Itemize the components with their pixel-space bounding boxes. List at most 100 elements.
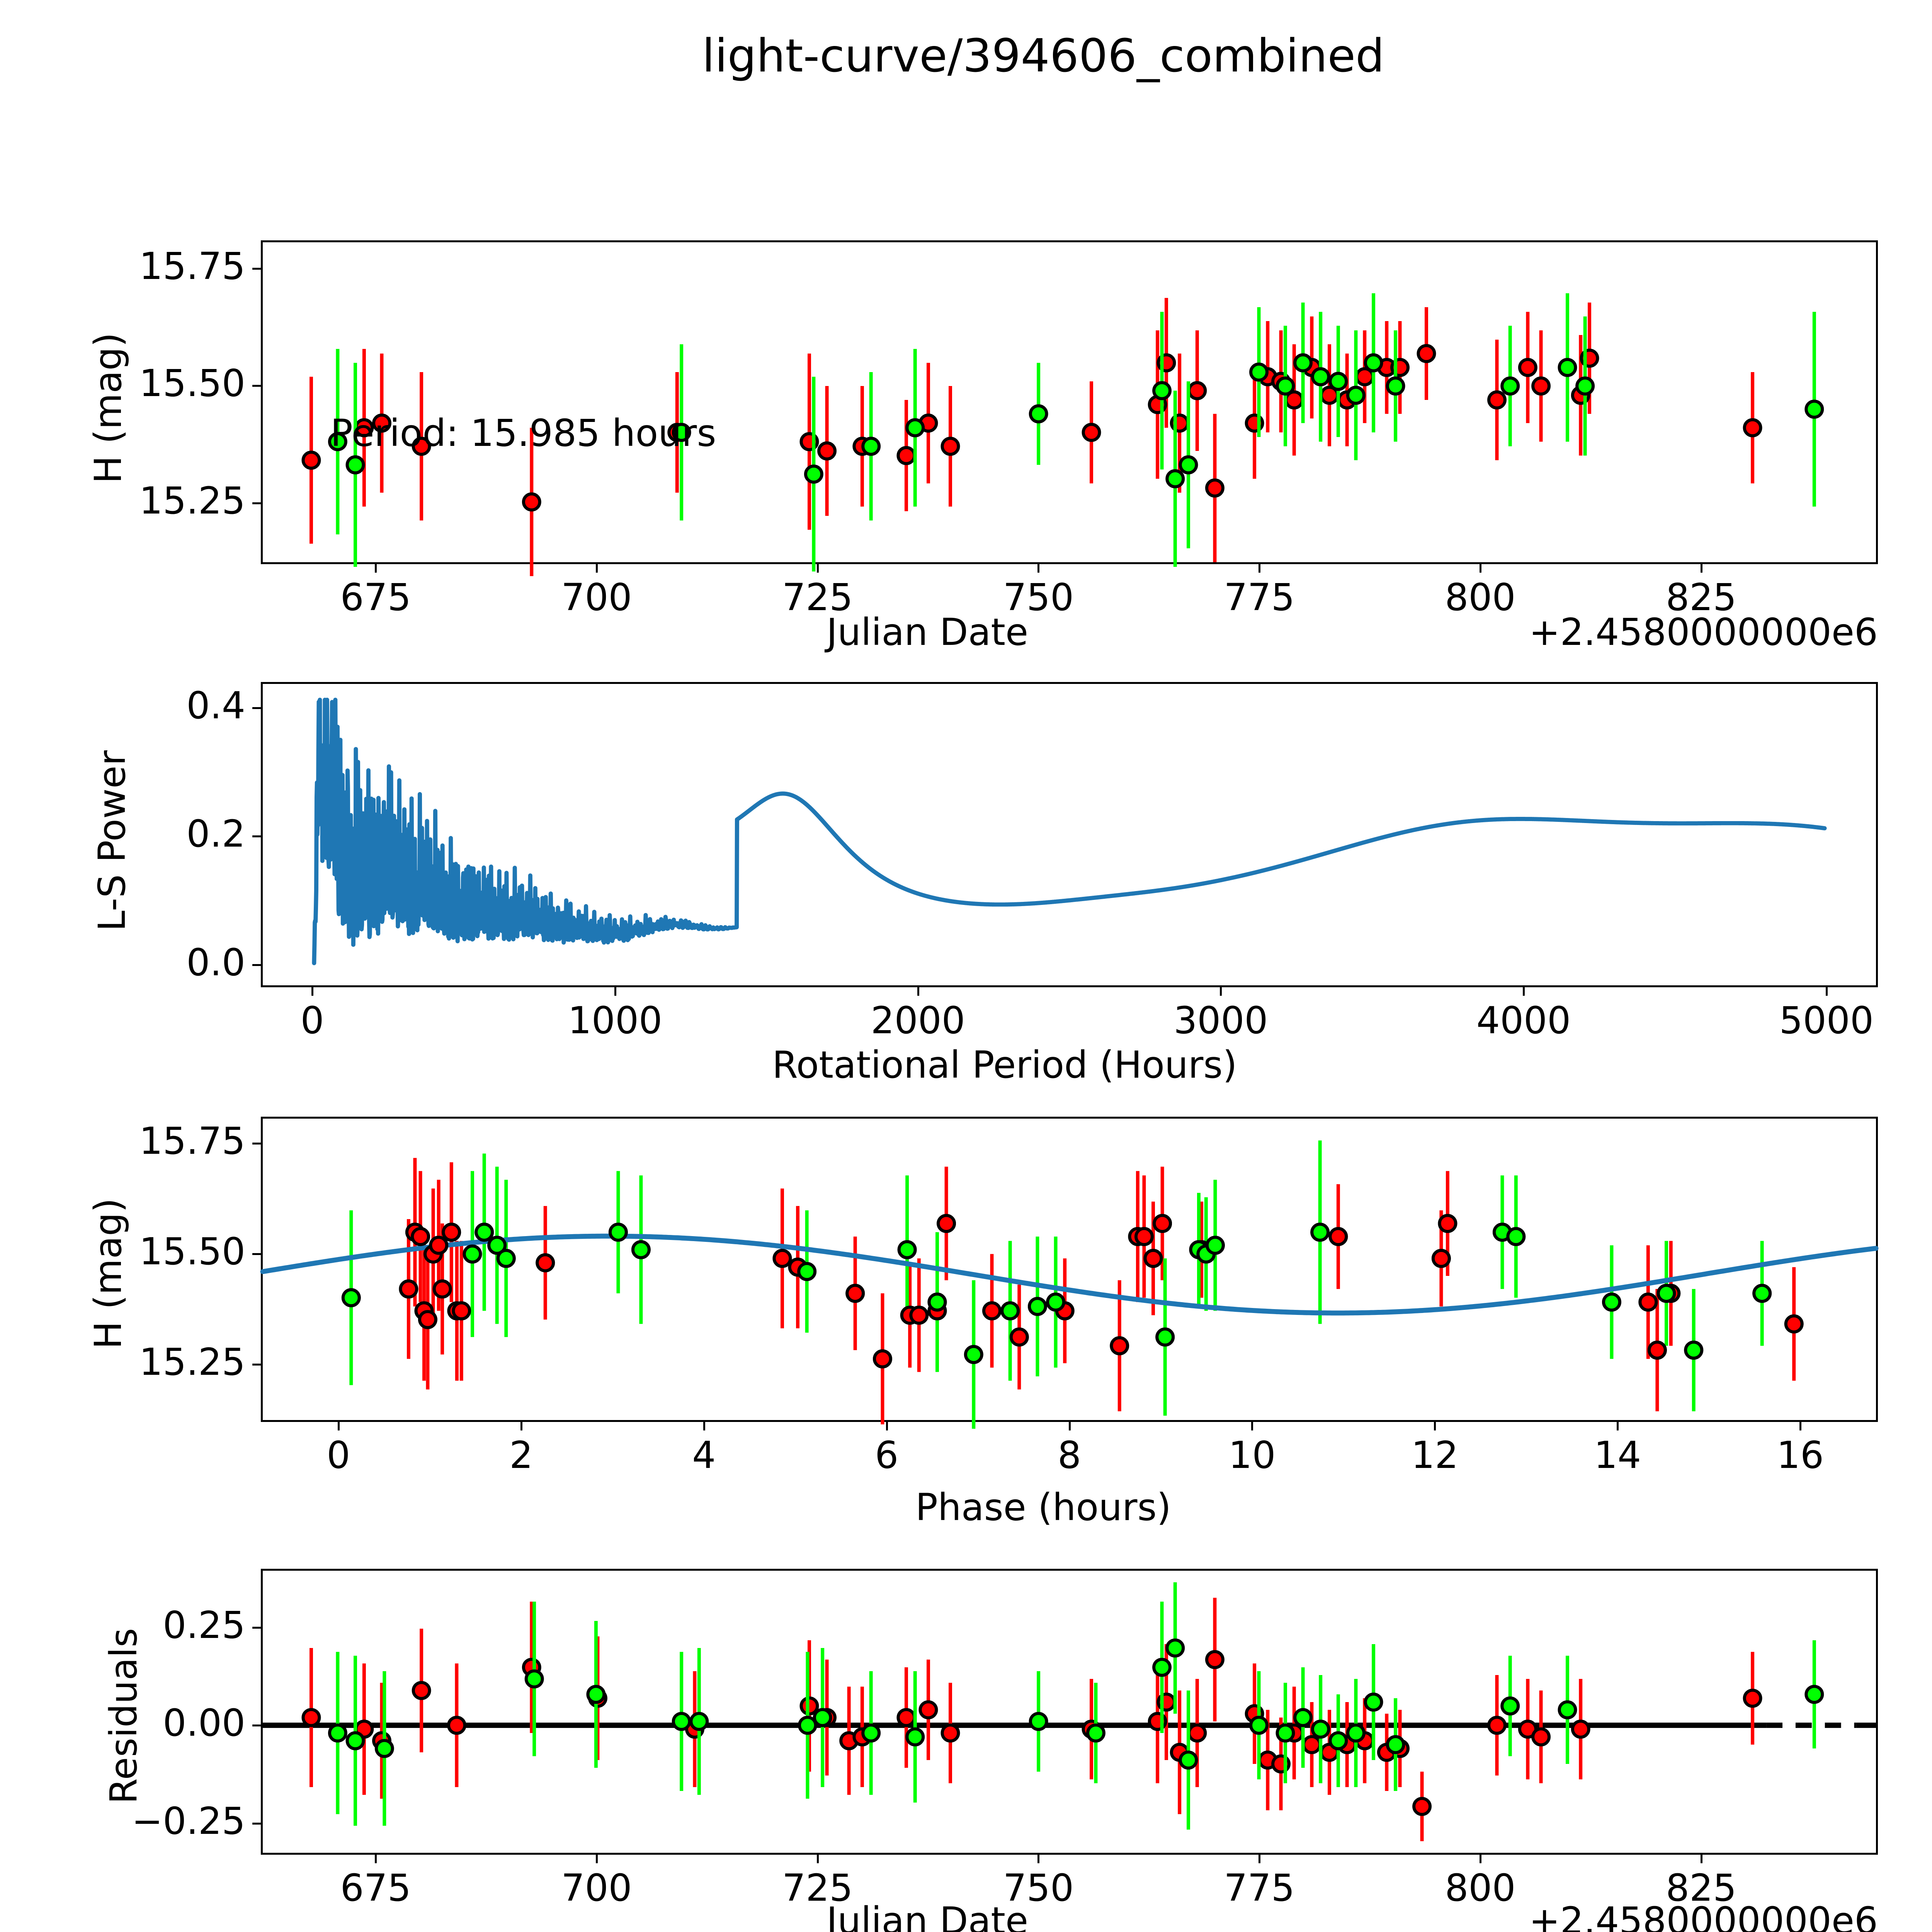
x-tick-label: 750 [1003, 1866, 1074, 1910]
x-tick-label: 6 [875, 1434, 899, 1477]
y-tick-mark [252, 385, 261, 387]
y-tick-label: 0.00 [163, 1701, 245, 1745]
y-tick-label: 0.0 [186, 940, 245, 984]
series-markers-green [341, 1223, 1772, 1364]
figure-title: light-curve/394606_combined [702, 29, 1384, 82]
x-tick-label: 8 [1057, 1434, 1082, 1477]
x-tick-label: 700 [561, 576, 632, 619]
x-tick-mark [520, 1422, 522, 1430]
x-tick-mark [816, 1855, 819, 1863]
x-tick-mark [337, 1422, 340, 1430]
periodogram-plot-area [312, 697, 1827, 965]
series-green [328, 293, 1824, 572]
x-tick-mark [917, 987, 919, 996]
x-tick-label: 775 [1224, 576, 1295, 619]
x-tick-mark [1068, 1422, 1071, 1430]
x-tick-label: 12 [1411, 1434, 1459, 1477]
panel-light-curve [261, 240, 1878, 576]
x-tick-mark [703, 1422, 705, 1430]
x-tick-mark [816, 564, 819, 573]
x-tick-label: 775 [1224, 1866, 1295, 1910]
x-tick-label: 825 [1665, 1866, 1737, 1910]
y-tick-label: 15.75 [139, 1119, 245, 1163]
series-green [341, 1140, 1772, 1429]
x-tick-mark [596, 564, 598, 573]
x-tick-mark [1700, 564, 1702, 573]
y-tick-mark [252, 1253, 261, 1255]
y-tick-label: 0.2 [186, 812, 245, 856]
x-tick-label: 5000 [1779, 999, 1874, 1042]
x-tick-label: 0 [327, 1434, 350, 1477]
x-tick-label: 2 [509, 1434, 533, 1477]
x-tick-label: 675 [340, 1866, 411, 1910]
periodogram-x-axis-label: Rotational Period (Hours) [772, 1043, 1237, 1087]
x-tick-mark [1220, 987, 1222, 996]
y-tick-mark [252, 1364, 261, 1366]
x-tick-label: 800 [1445, 1866, 1516, 1910]
panel-phase-folded [260, 1117, 1879, 1429]
x-tick-label: 1000 [568, 999, 663, 1042]
y-tick-mark [252, 1142, 261, 1145]
panel-periodogram [261, 682, 1878, 987]
lightcurve-x-axis-label: Julian Date [826, 611, 1029, 654]
x-tick-label: 825 [1665, 576, 1737, 619]
x-tick-mark [375, 564, 377, 573]
x-tick-mark [375, 1855, 377, 1863]
residuals-x-offset-text: +2.4580000000e6 [1529, 1899, 1878, 1932]
y-tick-mark [252, 964, 261, 966]
x-tick-mark [1434, 1422, 1436, 1430]
y-tick-mark [252, 835, 261, 838]
panel-residuals [261, 1569, 1878, 1855]
y-tick-label: 15.50 [139, 362, 245, 405]
x-tick-mark [1799, 1422, 1802, 1430]
x-tick-mark [1479, 564, 1481, 573]
x-tick-label: 0 [300, 999, 324, 1042]
series-red [301, 298, 1762, 576]
y-tick-label: −0.25 [131, 1799, 245, 1843]
x-tick-label: 14 [1594, 1434, 1641, 1477]
y-tick-mark [252, 502, 261, 505]
x-tick-label: 800 [1445, 576, 1516, 619]
x-tick-mark [311, 987, 314, 996]
x-tick-label: 3000 [1173, 999, 1268, 1042]
y-tick-mark [252, 707, 261, 709]
x-tick-label: 700 [561, 1866, 632, 1910]
x-tick-mark [1700, 1855, 1702, 1863]
x-tick-label: 725 [782, 576, 853, 619]
residuals-x-axis-label: Julian Date [826, 1899, 1029, 1932]
series-green [328, 1582, 1824, 1830]
lightcurve-x-offset-text: +2.4580000000e6 [1529, 611, 1878, 654]
phase-folded-plot-area [260, 1140, 1879, 1429]
x-tick-mark [1037, 1855, 1040, 1863]
y-tick-mark [252, 1822, 261, 1825]
x-tick-mark [1617, 1422, 1619, 1430]
x-tick-label: 10 [1228, 1434, 1276, 1477]
period-annotation: Period: 15.985 hours [330, 412, 716, 455]
periodogram-line [312, 697, 1827, 965]
y-tick-mark [252, 1725, 261, 1727]
x-tick-label: 4 [692, 1434, 716, 1477]
x-tick-label: 725 [782, 1866, 853, 1910]
x-tick-label: 675 [340, 576, 411, 619]
y-tick-label: 15.50 [139, 1230, 245, 1273]
x-tick-label: 750 [1003, 576, 1074, 619]
y-tick-mark [252, 267, 261, 270]
x-tick-label: 16 [1776, 1434, 1824, 1477]
x-tick-mark [1523, 987, 1525, 996]
x-tick-mark [614, 987, 616, 996]
x-tick-label: 4000 [1476, 999, 1571, 1042]
residuals-plot-area [263, 1582, 1876, 1842]
x-tick-mark [886, 1422, 888, 1430]
y-tick-label: 0.25 [163, 1604, 245, 1647]
y-tick-label: 15.75 [139, 244, 245, 288]
phased-x-axis-label: Phase (hours) [915, 1486, 1171, 1529]
x-tick-mark [1825, 987, 1828, 996]
light-curve-plot-area [301, 293, 1824, 576]
x-tick-mark [1259, 564, 1261, 573]
y-tick-label: 15.25 [139, 479, 245, 523]
x-tick-mark [1479, 1855, 1481, 1863]
x-tick-mark [1259, 1855, 1261, 1863]
x-tick-mark [1037, 564, 1040, 573]
sinusoid-fit-line [260, 1233, 1879, 1316]
